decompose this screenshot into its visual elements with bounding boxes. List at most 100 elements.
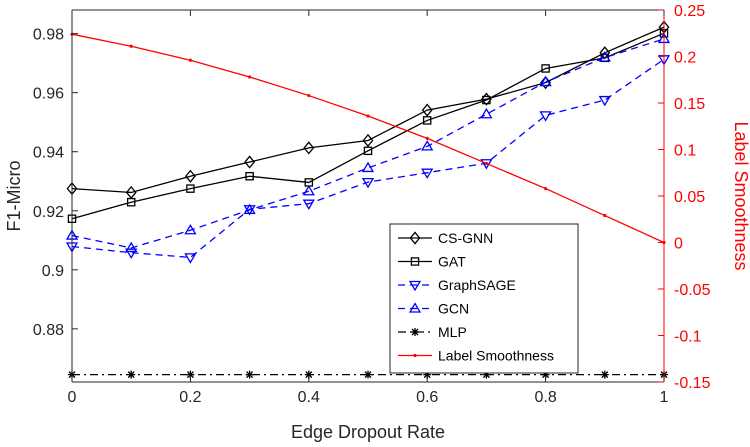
series-line xyxy=(71,38,665,249)
plot-frame xyxy=(71,9,665,383)
y-tick-label: 0.88 xyxy=(33,322,64,339)
series-gcn xyxy=(65,32,671,253)
data-point xyxy=(302,184,315,196)
y2-tick-label: 0 xyxy=(674,236,683,253)
y2-axis-title: Label Smoothness xyxy=(731,121,750,270)
legend-entry: GraphSAGE xyxy=(398,277,516,293)
data-point xyxy=(366,114,370,118)
data-point xyxy=(184,253,197,264)
data-point xyxy=(364,370,372,379)
data-point xyxy=(302,199,315,210)
data-point xyxy=(603,213,607,218)
data-point xyxy=(245,370,254,379)
data-point xyxy=(544,186,548,191)
legend-label: GraphSAGE xyxy=(438,277,516,293)
series-graphsage xyxy=(65,55,671,264)
data-point xyxy=(363,146,373,156)
x-tick-label: 1 xyxy=(660,389,669,406)
data-point xyxy=(539,111,552,122)
y-tick-label: 0.9 xyxy=(42,263,64,280)
y-tick-label: 0.98 xyxy=(33,27,64,44)
legend-label: MLP xyxy=(438,324,467,340)
y2-tick-label: 0.15 xyxy=(674,96,705,113)
series-line xyxy=(71,32,665,220)
x-axis: 0 0.2 0.4 0.6 0.8 1 xyxy=(68,10,669,406)
data-point xyxy=(600,370,609,379)
data-point xyxy=(482,370,491,379)
data-point xyxy=(245,171,254,181)
data-point xyxy=(304,370,313,379)
data-point xyxy=(598,51,611,62)
data-point xyxy=(244,155,256,169)
legend-label: Label Smoothness xyxy=(438,348,554,364)
data-point xyxy=(184,223,197,235)
legend: CS-GNN GAT GraphSAGE GCN MLP Label Smoothness xyxy=(389,223,579,374)
data-point xyxy=(361,161,375,173)
data-point xyxy=(422,116,432,125)
y2-tick-label: 0.25 xyxy=(674,3,705,20)
chart-marks xyxy=(65,20,671,379)
data-point xyxy=(482,95,491,105)
data-point xyxy=(184,169,196,183)
legend-box xyxy=(389,223,579,374)
y-axis-title: F1-Micro xyxy=(4,161,24,232)
y2-tick-label: -0.05 xyxy=(674,282,711,299)
y2-tick-label: 0.1 xyxy=(674,143,696,160)
data-point xyxy=(480,107,493,119)
legend-label: CS-GNN xyxy=(438,230,493,246)
x-tick-label: 0.6 xyxy=(416,389,438,406)
data-point xyxy=(186,370,195,379)
series-line xyxy=(71,26,665,194)
y-tick-label: 0.94 xyxy=(33,145,64,162)
data-point xyxy=(541,370,550,379)
legend-label: GAT xyxy=(438,254,466,270)
data-point xyxy=(129,44,133,48)
data-point xyxy=(186,184,195,193)
legend-entry: GCN xyxy=(398,301,469,317)
data-point xyxy=(539,75,552,87)
data-point xyxy=(125,248,138,259)
x-tick-label: 0.8 xyxy=(534,389,556,406)
x-tick-label: 0.4 xyxy=(298,389,320,406)
series-line xyxy=(71,58,665,259)
legend-entry: MLP xyxy=(398,324,467,340)
x-tick-label: 0.2 xyxy=(179,389,201,406)
data-point xyxy=(423,370,432,379)
data-point xyxy=(243,203,256,215)
data-point xyxy=(598,95,611,107)
legend-entry: CS-GNN xyxy=(398,230,493,246)
legend-marker xyxy=(410,257,420,266)
data-point xyxy=(307,93,311,98)
legend-marker xyxy=(408,280,422,292)
legend-marker xyxy=(408,302,422,313)
legend-marker xyxy=(409,231,421,245)
y-axis-right: -0.15 -0.1 -0.05 0 0.05 0.1 0.15 0.2 0.25 xyxy=(658,3,711,392)
data-point xyxy=(421,140,434,151)
data-point xyxy=(541,64,550,73)
legend-entry: Label Smoothness xyxy=(398,348,554,364)
legend-entry: GAT xyxy=(398,254,466,270)
y2-tick-label: 0.2 xyxy=(674,50,696,67)
legend-label: GCN xyxy=(438,301,469,317)
legend-marker xyxy=(411,328,419,336)
data-point xyxy=(188,58,192,62)
x-tick-label: 0 xyxy=(68,389,77,406)
data-point xyxy=(425,136,429,140)
data-point xyxy=(125,241,138,253)
data-point xyxy=(303,141,315,155)
y2-tick-label: -0.1 xyxy=(674,329,702,346)
data-point xyxy=(127,370,136,379)
data-point xyxy=(540,76,552,90)
data-point xyxy=(484,161,488,166)
y-tick-label: 0.96 xyxy=(33,86,64,103)
data-point xyxy=(362,133,374,148)
y-tick-label: 0.92 xyxy=(33,204,64,221)
data-point xyxy=(126,197,136,207)
legend-marker xyxy=(413,353,417,358)
x-axis-title: Edge Dropout Rate xyxy=(291,422,445,442)
y2-tick-label: 0.05 xyxy=(674,189,705,206)
y-axis-left: 0.88 0.9 0.92 0.94 0.96 0.98 xyxy=(33,27,78,339)
data-point xyxy=(421,103,433,117)
y2-tick-label: -0.15 xyxy=(674,375,711,392)
